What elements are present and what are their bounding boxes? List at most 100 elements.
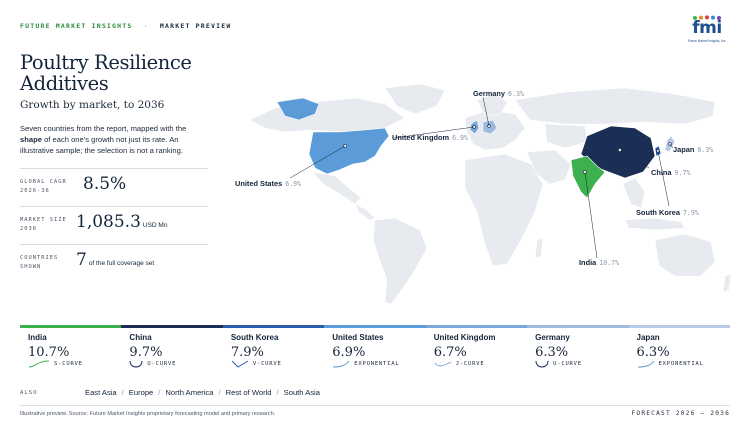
land-russia — [514, 87, 716, 125]
region-separator: / — [121, 388, 124, 397]
stat-label: COUNTRIES SHOWN — [20, 254, 76, 272]
card-color-bar — [121, 325, 223, 328]
stat-label-line2: 2026-36 — [20, 188, 50, 194]
card-germany[interactable]: Germany 6.3% U-CURVE — [527, 325, 629, 373]
region-link-south-asia[interactable]: South Asia — [283, 388, 320, 397]
land-middle-east — [526, 149, 572, 185]
card-shape-label: EXPONENTIAL — [658, 361, 704, 367]
card-color-bar — [628, 325, 730, 328]
card-shape: EXPONENTIAL — [637, 360, 704, 368]
label-name: China — [651, 168, 672, 177]
land-scandinavia — [476, 93, 508, 117]
stat-label-line1: GLOBAL CAGR — [20, 179, 67, 185]
card-name: South Korea — [230, 333, 279, 342]
region-link-rest-of-world[interactable]: Rest of World — [225, 388, 272, 397]
card-value: 9.7% — [129, 345, 163, 360]
map-label-south-korea[interactable]: South Korea 7.9% — [636, 208, 699, 217]
label-pct: 7.9% — [682, 209, 699, 217]
map-label-united-kingdom[interactable]: United Kingdom 6.9% — [392, 133, 468, 142]
u-curve-icon — [535, 360, 549, 368]
card-united-kingdom[interactable]: United Kingdom 6.7% J-CURVE — [425, 325, 528, 373]
top-bar: FUTURE MARKET INSIGHTS · MARKET PREVIEW — [20, 22, 231, 30]
card-color-bar — [20, 325, 122, 328]
stat-value: 8.5% — [83, 174, 127, 194]
region-separator: / — [158, 388, 161, 397]
footer-divider — [20, 405, 730, 406]
description-bold: shape — [20, 135, 42, 144]
world-map — [249, 83, 732, 305]
card-china[interactable]: China 9.7% U-CURVE — [121, 325, 223, 373]
card-color-bar — [527, 325, 629, 328]
stat-unit: USD Mn — [142, 222, 168, 229]
page-title: Poultry Resilience Additives — [20, 51, 192, 95]
label-name: Germany — [473, 89, 506, 98]
header-separator: · — [143, 22, 149, 30]
label-pct: 10.7% — [599, 259, 620, 267]
land-africa — [464, 153, 544, 267]
country-united-states[interactable] — [308, 127, 390, 175]
description-part1: Seven countries from the report, mapped … — [20, 124, 187, 133]
card-united-states[interactable]: United States 6.9% EXPONENTIAL — [324, 325, 426, 373]
country-alaska[interactable] — [276, 97, 320, 121]
logo-tagline: Future Market Insights, Inc. — [687, 39, 727, 43]
forecast-range: FORECAST 2026 – 2036 — [631, 410, 730, 417]
card-value: 10.7% — [28, 345, 70, 360]
card-india[interactable]: India 10.7% S-CURVE — [20, 325, 122, 373]
stat-label-line2: SHOWN — [20, 264, 42, 270]
map-label-china[interactable]: China 9.7% — [651, 168, 690, 177]
card-shape-label: U-CURVE — [553, 361, 582, 367]
stat-number: 1,085.3 — [76, 212, 141, 232]
card-name: China — [129, 333, 152, 342]
page-subtitle: Growth by market, to 2036 — [20, 99, 165, 111]
fmi-logo[interactable]: fmi Future Market Insights, Inc. — [686, 15, 728, 43]
card-shape: J-CURVE — [434, 360, 485, 368]
map-label-japan[interactable]: Japan 6.3% — [673, 145, 713, 154]
card-shape-label: J-CURVE — [455, 361, 485, 367]
also-label: ALSO — [20, 390, 38, 396]
description-part2: of each one's growth not just its rate. … — [20, 135, 183, 155]
region-separator: / — [218, 388, 221, 397]
j-curve-icon — [434, 361, 451, 367]
card-south-korea[interactable]: South Korea 7.9% V-CURVE — [222, 325, 325, 373]
card-value: 6.7% — [433, 345, 467, 360]
stat-unit: of the full coverage set — [88, 260, 155, 267]
section-label: MARKET PREVIEW — [159, 22, 232, 30]
land-central-america — [354, 203, 376, 221]
brand-name[interactable]: FUTURE MARKET INSIGHTS — [20, 22, 133, 30]
map-label-germany[interactable]: Germany 6.3% — [473, 89, 524, 98]
land-mexico — [312, 171, 362, 205]
stat-label-line1: MARKET SIZE — [20, 217, 67, 223]
logo-dots-icon — [693, 15, 721, 20]
logo-text: fmi — [692, 18, 722, 38]
card-name: United Kingdom — [433, 333, 496, 342]
land-new-zealand — [722, 273, 732, 293]
card-shape: V-CURVE — [231, 360, 282, 368]
card-color-bar — [425, 325, 528, 328]
map-label-united-states[interactable]: United States 6.9% — [235, 179, 301, 188]
region-link-east-asia[interactable]: East Asia — [85, 388, 117, 397]
u-curve-icon — [129, 360, 143, 368]
stat-global-cagr: GLOBAL CAGR 2026-36 8.5% — [20, 168, 208, 205]
stat-label: MARKET SIZE 2036 — [20, 216, 76, 234]
card-name: United States — [332, 333, 384, 342]
stat-label: GLOBAL CAGR 2026-36 — [20, 178, 76, 196]
country-india[interactable] — [570, 155, 606, 199]
card-name: Japan — [636, 333, 660, 342]
label-name: India — [579, 258, 597, 267]
stat-number: 7 — [76, 250, 87, 270]
label-pct: 6.9% — [285, 180, 302, 188]
region-separator: / — [276, 388, 279, 397]
card-shape: U-CURVE — [129, 360, 176, 368]
region-link-europe[interactable]: Europe — [128, 388, 154, 397]
map-label-india[interactable]: India 10.7% — [579, 258, 619, 267]
card-shape: EXPONENTIAL — [332, 360, 399, 368]
land-canada — [249, 97, 406, 133]
stat-market-size: MARKET SIZE 2036 1,085.3 USD Mn — [20, 206, 208, 243]
card-japan[interactable]: Japan 6.3% EXPONENTIAL — [628, 325, 730, 373]
card-shape-label: V-CURVE — [252, 361, 282, 367]
label-pct: 6.3% — [508, 90, 524, 98]
region-link-north-america[interactable]: North America — [165, 388, 214, 397]
label-pct: 6.9% — [452, 134, 468, 142]
land-central-asia — [544, 123, 588, 149]
label-name: United Kingdom — [392, 133, 450, 142]
